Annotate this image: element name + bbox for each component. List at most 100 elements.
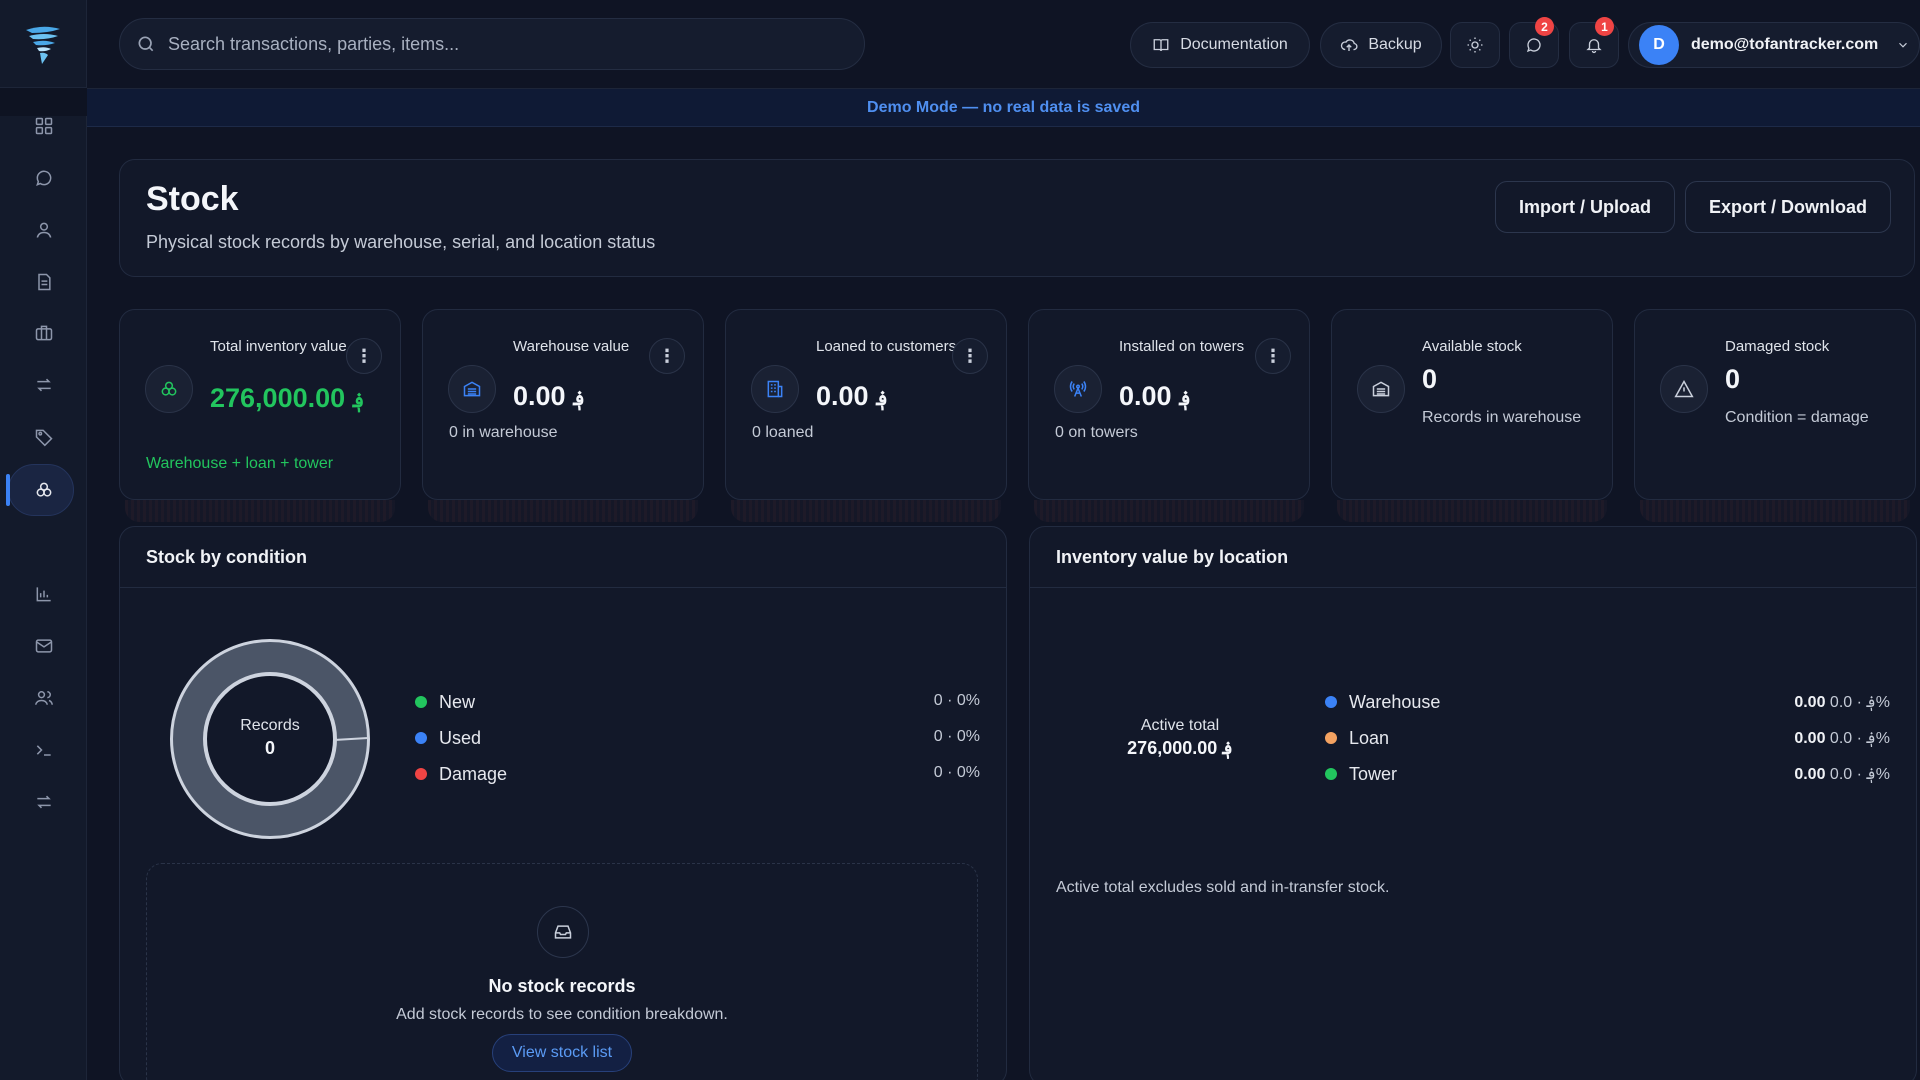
legend-item-used: Used: [415, 725, 481, 751]
sidebar-item-tags[interactable]: [0, 415, 87, 459]
active-total-value: 276,000.00 ؋: [1127, 738, 1233, 758]
kpi-value-currency: ؋: [573, 388, 585, 410]
view-stock-list-button[interactable]: View stock list: [492, 1034, 632, 1072]
legend-label: Warehouse: [1349, 691, 1441, 712]
sidebar-item-parties[interactable]: [0, 208, 87, 252]
kpi-subtext: Warehouse + loan + tower: [146, 455, 334, 472]
users-icon: [34, 691, 53, 705]
import-upload-button[interactable]: Import / Upload: [1495, 181, 1675, 233]
kpi-value-number: 0.00: [1119, 381, 1172, 411]
kpi-menu-button[interactable]: ⋮: [952, 338, 988, 374]
active-total-label: Active total: [1140, 717, 1220, 734]
kpi-icon: [448, 365, 496, 413]
sun-icon: [1467, 37, 1483, 53]
search-icon: [138, 36, 154, 52]
legend-item-warehouse: Warehouse: [1325, 689, 1440, 715]
documentation-button[interactable]: Documentation: [1130, 22, 1310, 68]
sidebar-item-business[interactable]: [0, 311, 87, 355]
kpi-menu-button[interactable]: ⋮: [1255, 338, 1291, 374]
sidebar-item-transfers[interactable]: [0, 363, 87, 407]
tower-antenna-icon: [1069, 381, 1087, 397]
warehouse-icon: [463, 381, 481, 397]
kpi-value-number: 0.00: [513, 381, 566, 411]
kpi-icon: [1660, 365, 1708, 413]
chat-icon: [35, 170, 51, 186]
kpi-subtext: Records in warehouse: [1422, 409, 1582, 426]
legend-item-damage: Damage: [415, 761, 507, 787]
legend-value: 0.00 0.0 · ؋%: [1794, 764, 1890, 784]
kpi-subtext: 0 loaned: [752, 424, 814, 441]
legend-value: 0.00 0.0 · ؋%: [1794, 728, 1890, 748]
kpi-value: 0.00 ؋: [816, 381, 888, 412]
kpi-card-towers: Installed on towers 0.00 ؋ ⋮ 0 on towers: [1028, 309, 1310, 500]
inbox-icon: [554, 925, 572, 939]
kpi-menu-button[interactable]: ⋮: [649, 338, 685, 374]
sidebar-item-exchange[interactable]: [0, 780, 87, 824]
kpi-subtext: 0 on towers: [1055, 424, 1138, 441]
demo-mode-text: Demo Mode — no real data is saved: [867, 98, 1140, 116]
legend-percent: 0.0 · ؋%: [1829, 694, 1890, 711]
sidebar-item-reports[interactable]: [0, 572, 87, 616]
sidebar-item-stock[interactable]: [0, 464, 87, 516]
donut-center-value: 0: [264, 738, 275, 758]
tag-icon: [35, 429, 53, 447]
search-input[interactable]: [168, 33, 818, 55]
legend-dot: [415, 768, 427, 780]
legend-dot: [1325, 696, 1337, 708]
backup-label: Backup: [1368, 36, 1422, 53]
transfer-icon: [36, 378, 51, 392]
document-icon: [37, 273, 51, 291]
kpi-value-currency: ؋: [352, 390, 365, 412]
kpi-card-damaged-stock: Damaged stock 0 Condition = damage: [1634, 309, 1916, 500]
empty-state-title: No stock records: [488, 976, 636, 996]
documentation-label: Documentation: [1180, 36, 1288, 53]
terminal-icon: [36, 745, 51, 756]
tornado-logo[interactable]: [18, 19, 68, 69]
kpi-label: Installed on towers: [1119, 338, 1245, 355]
sidebar-item-mail[interactable]: [0, 624, 87, 668]
messages-button[interactable]: 2: [1509, 17, 1559, 68]
demo-mode-banner: Demo Mode — no real data is saved: [87, 89, 1920, 127]
kpi-icon: [145, 365, 193, 413]
backup-button[interactable]: Backup: [1320, 22, 1442, 68]
legend-item-loan: Loan: [1325, 725, 1389, 751]
panel-divider: [120, 587, 1006, 588]
theme-toggle-button[interactable]: [1450, 22, 1500, 68]
swap-icon: [36, 795, 51, 809]
panel-title: Stock by condition: [146, 547, 308, 567]
kpi-value-currency: ؋: [1179, 388, 1191, 410]
legend-percent: 0.0 · ؋%: [1829, 766, 1890, 783]
sidebar-item-messages[interactable]: [0, 156, 87, 200]
export-download-button[interactable]: Export / Download: [1685, 181, 1891, 233]
page-subtitle: Physical stock records by warehouse, ser…: [146, 232, 656, 252]
legend-label: New: [439, 691, 476, 712]
sidebar-item-users[interactable]: [0, 676, 87, 720]
kpi-card-loaned: Loaned to customers 0.00 ؋ ⋮ 0 loaned: [725, 309, 1007, 500]
kpi-label: Warehouse value: [513, 338, 630, 355]
search-bar[interactable]: [119, 18, 865, 70]
dashboard-icon: [35, 117, 52, 135]
kpi-menu-button[interactable]: ⋮: [346, 338, 382, 374]
sidebar-item-console[interactable]: [0, 728, 87, 772]
notifications-button[interactable]: 1: [1569, 17, 1619, 68]
legend-value: 0 · 0%: [933, 728, 980, 745]
kpi-label: Total inventory value: [210, 338, 347, 355]
inventory-by-location-panel: Inventory value by location Active total…: [1029, 526, 1917, 1080]
user-menu[interactable]: D demo@tofantracker.com: [1628, 22, 1920, 68]
kpi-value: 0.00 ؋: [1119, 381, 1191, 412]
legend-label: Loan: [1349, 727, 1390, 748]
building-icon: [767, 380, 783, 398]
kpi-value: 0.00 ؋: [513, 381, 585, 412]
legend-value: 0 · 0%: [933, 764, 980, 781]
sidebar-item-documents[interactable]: [0, 260, 87, 304]
legend-label: Damage: [439, 763, 508, 784]
active-item-bar: [6, 474, 10, 506]
chat-bubble-icon: [1526, 38, 1541, 53]
kpi-value: 276,000.00 ؋: [210, 381, 380, 418]
briefcase-icon: [35, 325, 52, 341]
sidebar-item-dashboard[interactable]: [0, 104, 87, 148]
empty-state-text: Add stock records to see condition break…: [396, 1006, 728, 1023]
kpi-shadow: [731, 500, 1001, 522]
topbar: Documentation Backup 2 1 D demo@tofantra…: [87, 0, 1920, 89]
kpi-value: 0: [1725, 364, 1741, 394]
